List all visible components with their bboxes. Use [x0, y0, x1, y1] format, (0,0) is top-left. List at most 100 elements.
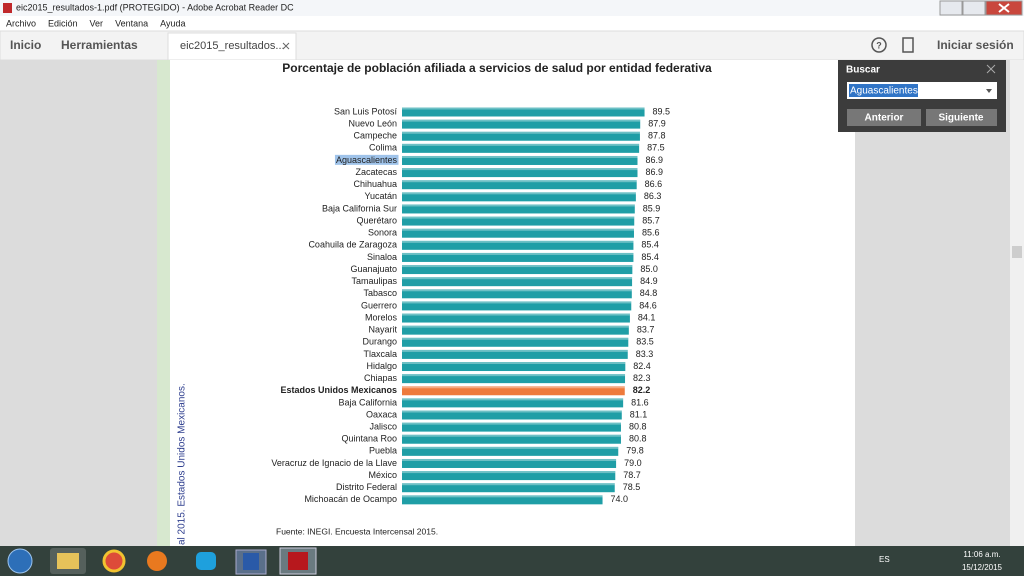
value-label: 85.4 — [641, 240, 659, 250]
clock-date[interactable]: 15/12/2015 — [962, 563, 1003, 572]
bar — [402, 446, 619, 456]
bar — [402, 155, 638, 165]
bar-shine — [402, 349, 628, 352]
tab[interactable] — [167, 32, 297, 61]
bar — [402, 228, 634, 238]
category-label: Durango — [362, 337, 397, 347]
sign-in[interactable]: Iniciar sesión — [937, 38, 1014, 52]
category-label: Guanajuato — [350, 264, 397, 274]
category-label: Oaxaca — [366, 409, 397, 419]
category-label: Baja California Sur — [322, 203, 397, 213]
find-query[interactable]: Aguascalientes — [850, 86, 918, 97]
bar — [402, 192, 636, 202]
bar — [402, 119, 641, 129]
bar — [402, 289, 632, 299]
scroll-thumb[interactable] — [1012, 246, 1022, 258]
bar-shine — [402, 107, 645, 110]
explorer-icon — [57, 553, 79, 569]
category-label: Chihuahua — [353, 179, 397, 189]
category-label: Jalisco — [369, 421, 397, 431]
menu-item[interactable]: Ver — [90, 18, 104, 28]
menu-item[interactable]: Edición — [48, 18, 78, 28]
bar — [402, 374, 626, 384]
skype-icon[interactable] — [196, 552, 216, 570]
bar-shine — [402, 192, 636, 195]
source: Fuente: INEGI. Encuesta Intercensal 2015… — [276, 526, 438, 536]
bar — [402, 168, 638, 178]
toolbar-item[interactable]: Herramientas — [61, 38, 138, 52]
page-stripe — [157, 60, 170, 546]
window-title: eic2015_resultados-1.pdf (PROTEGIDO) - A… — [16, 2, 294, 12]
category-label: Tamaulipas — [351, 276, 397, 286]
find-title: Buscar — [846, 65, 880, 76]
bar-shine — [402, 119, 641, 122]
bar — [402, 386, 625, 396]
dropdown-arrow[interactable] — [986, 89, 992, 93]
menu-item[interactable]: Archivo — [6, 18, 36, 28]
category-label: Tlaxcala — [363, 349, 397, 359]
help-glyph: ? — [876, 40, 882, 50]
close-icon — [998, 3, 1010, 13]
category-label: Colima — [369, 143, 397, 153]
mobile-icon[interactable] — [902, 37, 914, 53]
toolbar-item[interactable]: Inicio — [10, 38, 41, 52]
help-icon[interactable] — [871, 37, 887, 53]
value-label: 78.7 — [623, 470, 641, 480]
bar — [402, 240, 634, 250]
bar — [402, 349, 628, 359]
side-text: al 2015. Estados Unidos Mexicanos. — [177, 383, 188, 545]
find-prev-label[interactable]: Anterior — [865, 113, 904, 124]
tab-title[interactable]: eic2015_resultados... — [180, 40, 285, 52]
taskbar — [0, 546, 1024, 576]
bar — [402, 301, 632, 311]
value-label: 86.6 — [645, 179, 663, 189]
category-label: Tabasco — [363, 288, 397, 298]
title-bar — [0, 0, 1024, 16]
category-label: Quintana Roo — [341, 434, 397, 444]
find-prev[interactable] — [847, 109, 921, 126]
value-label: 85.9 — [643, 203, 661, 213]
find-next[interactable] — [926, 109, 997, 126]
bar-shine — [402, 458, 617, 461]
category-label: Querétaro — [356, 215, 397, 225]
category-label: Nayarit — [368, 325, 397, 335]
value-label: 85.6 — [642, 228, 660, 238]
app-icon — [3, 3, 12, 13]
bar-shine — [402, 422, 621, 425]
value-label: 84.9 — [640, 276, 658, 286]
tab-close[interactable] — [282, 42, 290, 50]
value-label: 79.8 — [626, 446, 644, 456]
value-label: 80.8 — [629, 421, 647, 431]
category-label: Zacatecas — [355, 167, 397, 177]
bar-shine — [402, 410, 622, 413]
menu-item[interactable]: Ayuda — [160, 18, 185, 28]
value-label: 79.0 — [624, 458, 642, 468]
bar-shine — [402, 131, 640, 134]
bar-shine — [402, 216, 635, 219]
scrollbar[interactable] — [1010, 60, 1024, 546]
bar-shine — [402, 386, 625, 389]
value-label: 83.3 — [636, 349, 654, 359]
value-label: 83.5 — [636, 337, 654, 347]
bar-shine — [402, 265, 633, 268]
language[interactable]: ES — [879, 555, 890, 564]
bar-shine — [402, 398, 624, 401]
find-next-label[interactable]: Siguiente — [938, 113, 983, 124]
bar-shine — [402, 277, 633, 280]
menu-item[interactable]: Ventana — [115, 18, 148, 28]
bar-shine — [402, 240, 634, 243]
value-label: 86.3 — [644, 191, 662, 201]
category-label: Baja California — [338, 397, 397, 407]
bar — [402, 204, 635, 214]
find-close[interactable] — [986, 64, 996, 74]
start-button[interactable] — [7, 548, 33, 574]
category-label: Michoacán de Ocampo — [304, 494, 397, 504]
value-label: 87.8 — [648, 131, 666, 141]
value-label: 83.7 — [637, 325, 655, 335]
firefox-icon[interactable] — [147, 551, 167, 571]
minimize[interactable] — [939, 0, 963, 16]
maximize[interactable] — [962, 0, 986, 16]
clock-time[interactable]: 11:06 a.m. — [963, 550, 1000, 559]
chrome-icon[interactable] — [102, 549, 126, 573]
